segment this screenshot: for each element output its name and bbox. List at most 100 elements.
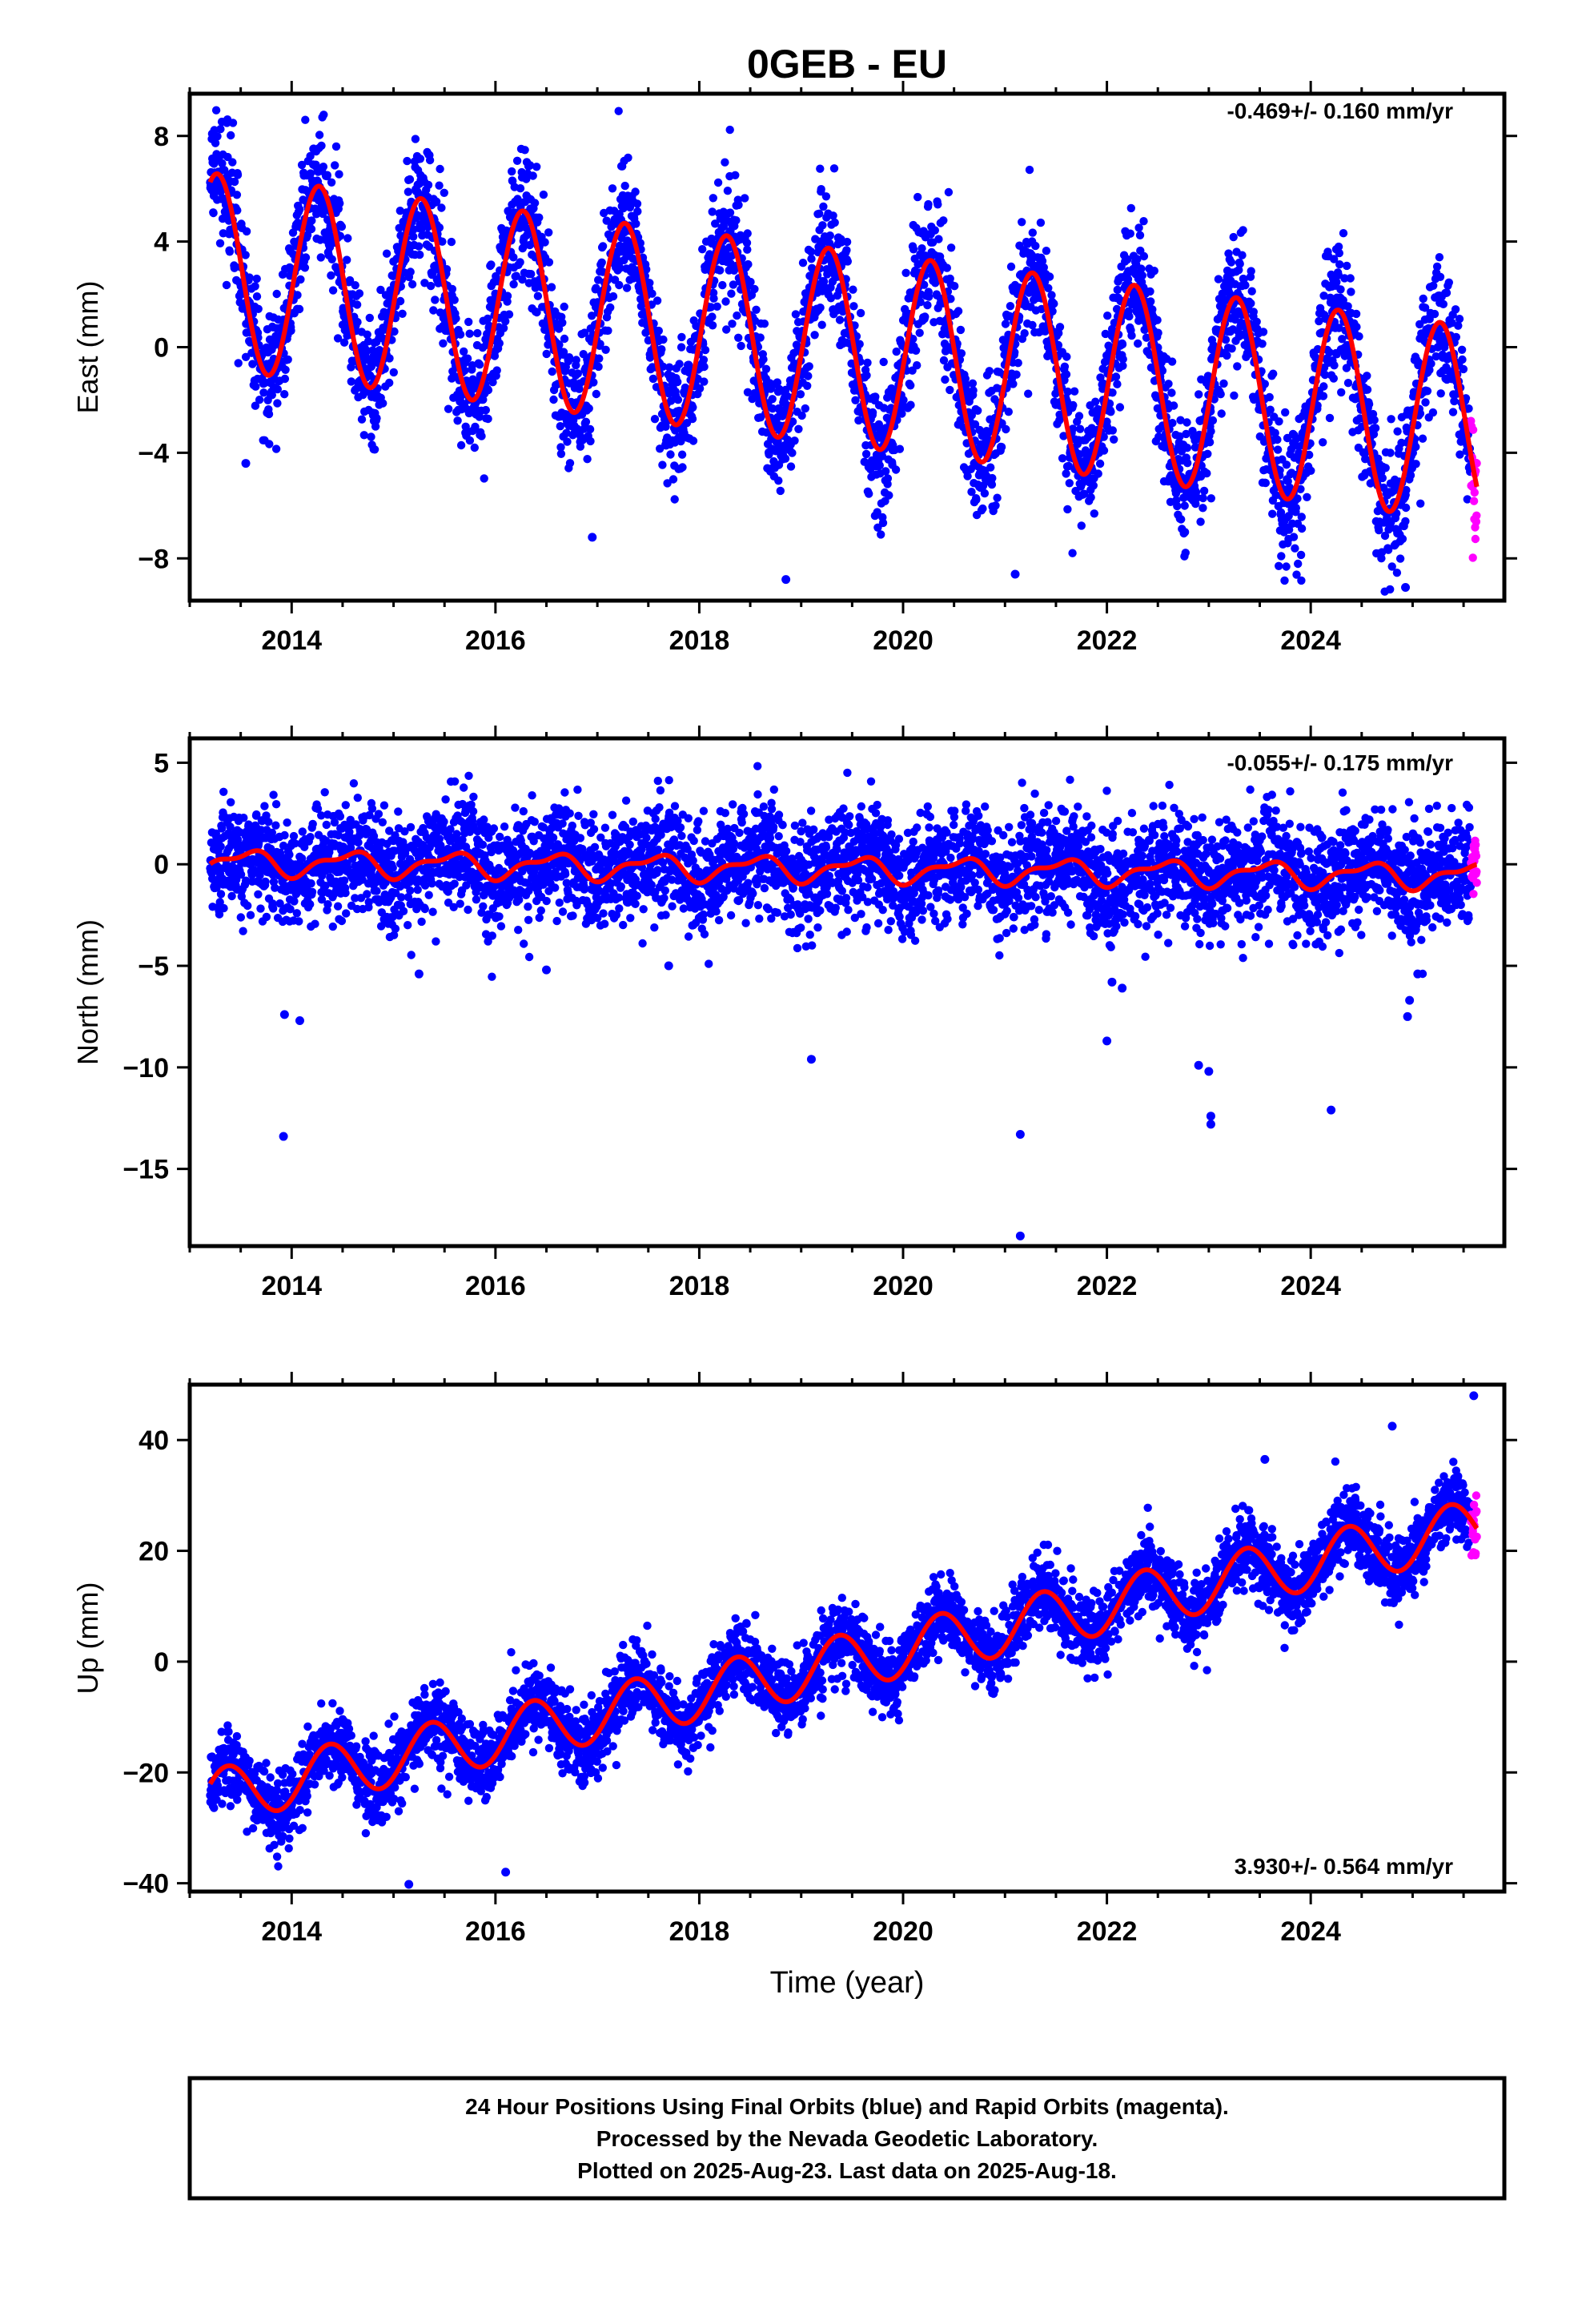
final-point (1077, 521, 1086, 530)
final-point (406, 822, 416, 832)
final-point (648, 374, 658, 384)
final-point (323, 171, 331, 179)
final-point (215, 239, 225, 247)
final-point (307, 879, 315, 888)
final-point (1421, 398, 1430, 407)
final-point (319, 163, 328, 171)
x-tick-label: 2014 (261, 625, 322, 656)
final-point (404, 921, 412, 930)
final-point (307, 224, 316, 234)
final-point (1199, 486, 1209, 496)
final-point (1450, 396, 1459, 406)
outlier-point (588, 533, 597, 542)
final-point (1014, 359, 1022, 368)
final-point (855, 340, 864, 348)
final-point (1167, 357, 1177, 366)
final-point (585, 424, 595, 434)
final-point (688, 414, 697, 424)
final-point (323, 900, 332, 909)
y-tick-label: 0 (154, 333, 169, 364)
outlier-point (1010, 569, 1020, 579)
final-point (227, 891, 236, 901)
final-point (426, 281, 436, 291)
final-point (595, 354, 604, 363)
final-point (271, 444, 281, 453)
final-point (365, 313, 374, 323)
final-point (251, 282, 259, 291)
y-tick-label: −8 (138, 544, 169, 574)
final-point (1296, 550, 1306, 560)
final-point (727, 289, 736, 298)
rapid-point (1468, 553, 1477, 562)
final-point (341, 801, 350, 810)
final-point (327, 255, 336, 263)
final-point (1199, 493, 1207, 503)
final-point (573, 369, 582, 378)
final-point (287, 326, 295, 336)
final-point (331, 161, 339, 170)
final-point (895, 444, 905, 453)
final-point (328, 286, 338, 295)
final-point (917, 244, 926, 253)
final-point (473, 328, 482, 338)
final-point (1227, 258, 1236, 267)
final-point (1352, 323, 1361, 332)
final-point (1103, 312, 1112, 320)
final-point (684, 360, 693, 369)
y-axis-label-east: East (mm) (71, 281, 104, 414)
final-point (343, 255, 351, 264)
final-point (530, 199, 540, 207)
final-point (956, 325, 966, 335)
final-point (352, 300, 362, 309)
final-point (863, 358, 872, 368)
final-point (796, 390, 805, 399)
final-point (743, 245, 752, 254)
final-point (487, 260, 496, 269)
final-point (311, 919, 319, 928)
final-point (1281, 408, 1290, 417)
final-point (1006, 262, 1016, 271)
rapid-point (1472, 511, 1481, 520)
final-point (798, 259, 808, 267)
final-point (723, 187, 733, 195)
final-point (432, 937, 440, 946)
final-point (842, 246, 851, 255)
final-point (216, 890, 226, 899)
final-point (879, 357, 888, 367)
final-point (1182, 444, 1192, 452)
final-point (526, 161, 535, 170)
final-point (1028, 320, 1037, 330)
final-point (488, 378, 497, 387)
final-point (501, 317, 510, 326)
final-point (744, 259, 753, 269)
final-point (581, 417, 591, 426)
final-point (659, 335, 668, 344)
final-point (484, 414, 492, 424)
final-point (801, 404, 809, 413)
final-point (432, 197, 441, 206)
final-point (946, 243, 956, 252)
final-point (616, 263, 624, 272)
final-point (306, 833, 315, 842)
final-point (1258, 340, 1267, 348)
final-point (830, 218, 839, 227)
final-point (464, 317, 473, 327)
final-point (969, 386, 978, 395)
final-point (1249, 308, 1259, 316)
final-point (281, 365, 290, 374)
final-point (584, 404, 593, 413)
final-point (389, 368, 398, 377)
final-point (829, 164, 839, 173)
final-point (396, 296, 405, 306)
final-point (1148, 305, 1157, 314)
final-point (259, 388, 268, 397)
final-point (1138, 271, 1147, 280)
outlier-point (781, 575, 791, 585)
final-point (1125, 312, 1134, 321)
final-point (403, 156, 412, 166)
final-point (504, 310, 514, 319)
final-point (596, 340, 604, 348)
y-axis-east: 840−4−8 (138, 122, 1517, 574)
final-point (1068, 549, 1077, 557)
final-point (527, 270, 536, 279)
